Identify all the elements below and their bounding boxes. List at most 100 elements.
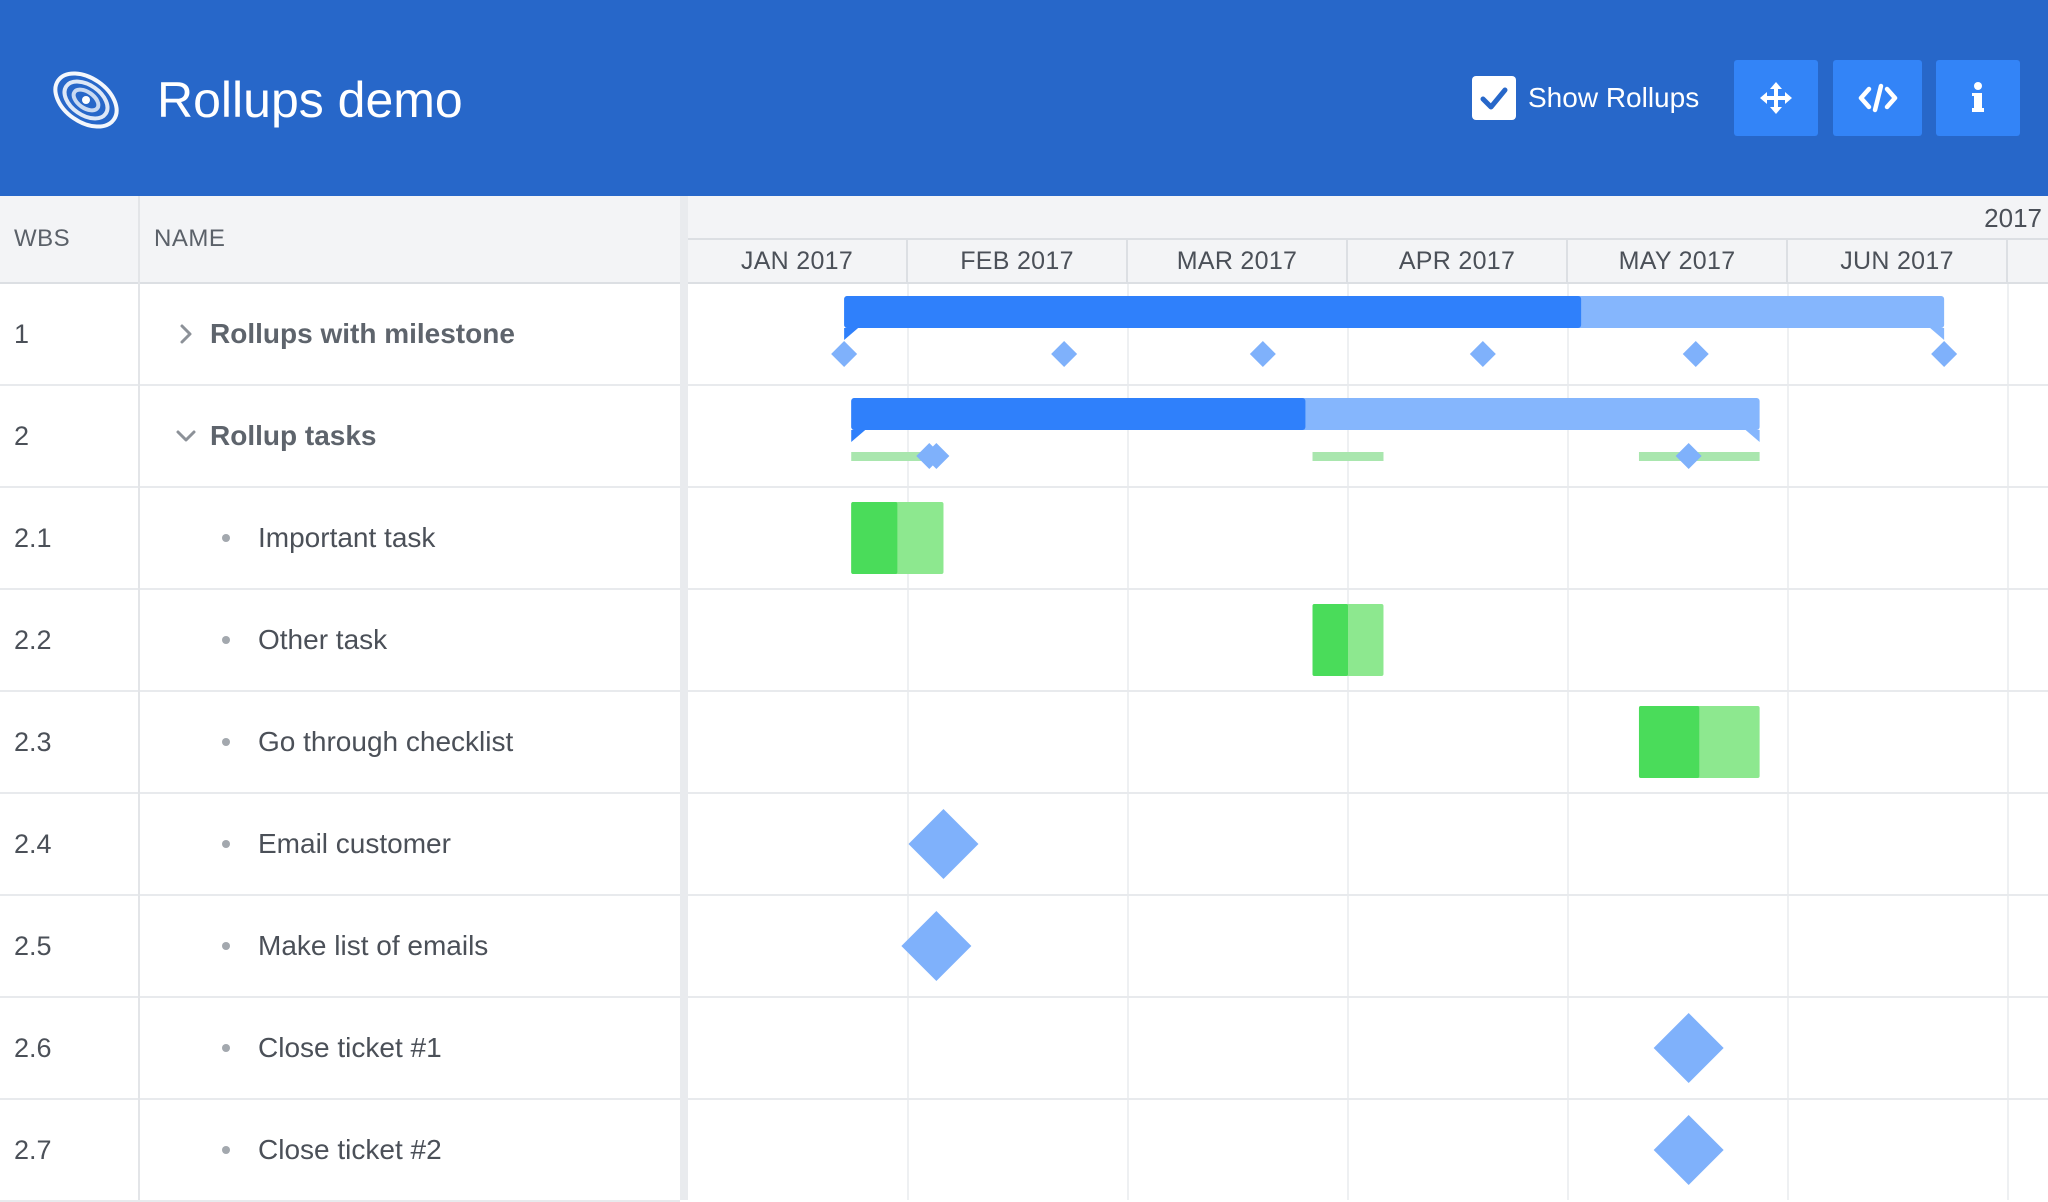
bullet-icon [222,942,230,950]
column-header-name[interactable]: NAME [154,225,226,252]
month-header-mar: MAR 2017 [1128,240,1348,282]
table-row[interactable]: 2.1 Important task [0,488,680,590]
wbs-cell: 2.2 [14,624,52,655]
table-row[interactable]: 2.4 Email customer [0,794,680,896]
name-cell: Close ticket #1 [258,1032,442,1063]
rollup-milestone[interactable] [1675,443,1702,469]
name-cell: Email customer [258,828,451,859]
arrows-move-icon [1760,82,1792,114]
row-grid-line [688,486,2048,488]
wbs-cell: 2.1 [14,522,52,553]
task-bar-progress[interactable] [1638,706,1700,778]
logo-icon [53,71,119,129]
grid-timeline-splitter[interactable] [680,196,688,1200]
name-cell: Rollups with milestone [210,318,515,349]
rollup-milestone[interactable] [1682,341,1709,367]
column-divider[interactable] [138,196,140,1200]
wbs-cell: 2 [14,420,30,451]
table-row[interactable]: 2.2 Other task [0,590,680,692]
row-grid-line [688,690,2048,692]
wbs-cell: 2.6 [14,1032,52,1063]
milestone[interactable] [1653,1013,1724,1083]
table-row[interactable]: 2.5 Make list of emails [0,896,680,998]
move-button[interactable] [1734,60,1818,136]
name-cell: Important task [258,522,436,553]
grid-header: WBS NAME [0,196,680,284]
name-cell: Close ticket #2 [258,1134,442,1165]
rollup-milestone[interactable] [1051,341,1078,367]
row-grid-line [688,1098,2048,1100]
expand-chevron-icon[interactable] [168,316,204,352]
rollup-milestone[interactable] [1931,341,1958,367]
timeline-header: 2017 JAN 2017 FEB 2017 MAR 2017 APR 2017… [688,196,2048,284]
name-cell: Make list of emails [258,930,489,961]
table-row[interactable]: 2.6 Close ticket #1 [0,998,680,1100]
rollup-milestone[interactable] [923,443,950,469]
bullet-icon [222,1146,230,1154]
parent-bar-right-cap[interactable] [1930,328,1945,340]
table-row[interactable]: 2.7 Close ticket #2 [0,1100,680,1202]
wbs-cell: 2.3 [14,726,52,757]
row-grid-line [688,792,2048,794]
collapse-chevron-icon[interactable] [168,418,204,454]
row-grid-line [688,894,2048,896]
wbs-cell: 2.7 [14,1134,52,1165]
month-header-jun: JUN 2017 [1788,240,2008,282]
month-grid-line [907,284,909,1200]
rollup-milestone[interactable] [831,341,858,367]
bullet-icon [222,1044,230,1052]
rollup-milestone[interactable] [1469,341,1496,367]
parent-bar-progress[interactable] [851,398,1306,430]
table-row[interactable]: 1 Rollups with milestone [0,284,680,386]
info-icon [1972,82,1984,112]
row-grid-line [688,588,2048,590]
parent-bar-progress[interactable] [844,296,1582,328]
parent-bar-right-cap[interactable] [1745,430,1760,442]
timeline-header-divider [688,238,2048,240]
app-header: Rollups demo Show Rollups [0,0,2048,196]
month-header-may: MAY 2017 [1568,240,1788,282]
month-header-feb: FEB 2017 [908,240,1128,282]
rollup-task-bar[interactable] [851,452,937,461]
checkmark-icon [1480,87,1508,110]
show-rollups-checkbox[interactable] [1472,76,1516,120]
task-bar-progress[interactable] [851,502,898,574]
table-row[interactable]: 2 Rollup tasks [0,386,680,488]
row-grid-line [688,996,2048,998]
wbs-cell: 2.4 [14,828,52,859]
parent-bar-left-cap[interactable] [844,328,859,340]
name-cell: Go through checklist [258,726,514,757]
code-icon [1858,83,1897,113]
table-row[interactable]: 2.3 Go through checklist [0,692,680,794]
bullet-icon [222,840,230,848]
month-header-jan: JAN 2017 [688,240,908,282]
month-grid-line [1127,284,1129,1200]
bullet-icon [222,534,230,542]
month-grid-line [1567,284,1569,1200]
row-grid-line [688,384,2048,386]
milestone[interactable] [1653,1115,1724,1185]
bullet-icon [222,738,230,746]
task-bar-progress[interactable] [1312,604,1348,676]
month-grid-line [1347,284,1349,1200]
month-grid-line [1787,284,1789,1200]
wbs-cell: 2.5 [14,930,52,961]
bullet-icon [222,636,230,644]
name-cell: Rollup tasks [210,420,377,451]
grid-rows: 1 Rollups with milestone 2 Rollup tasks … [0,284,680,1202]
milestone[interactable] [901,911,972,981]
app-title: Rollups demo [157,72,463,128]
month-header-apr: APR 2017 [1348,240,1568,282]
info-button[interactable] [1936,60,2020,136]
parent-bar-left-cap[interactable] [851,430,866,442]
name-cell: Other task [258,624,388,655]
month-grid-line [2007,284,2009,1200]
milestone[interactable] [908,809,979,879]
rollup-milestone[interactable] [1249,341,1276,367]
column-header-wbs[interactable]: WBS [14,225,71,252]
rollup-task-bar[interactable] [1312,452,1384,461]
code-button[interactable] [1833,60,1922,136]
show-rollups-toggle[interactable]: Show Rollups [1472,76,1699,120]
wbs-cell: 1 [14,318,30,349]
timeline-body[interactable] [688,284,2048,1200]
